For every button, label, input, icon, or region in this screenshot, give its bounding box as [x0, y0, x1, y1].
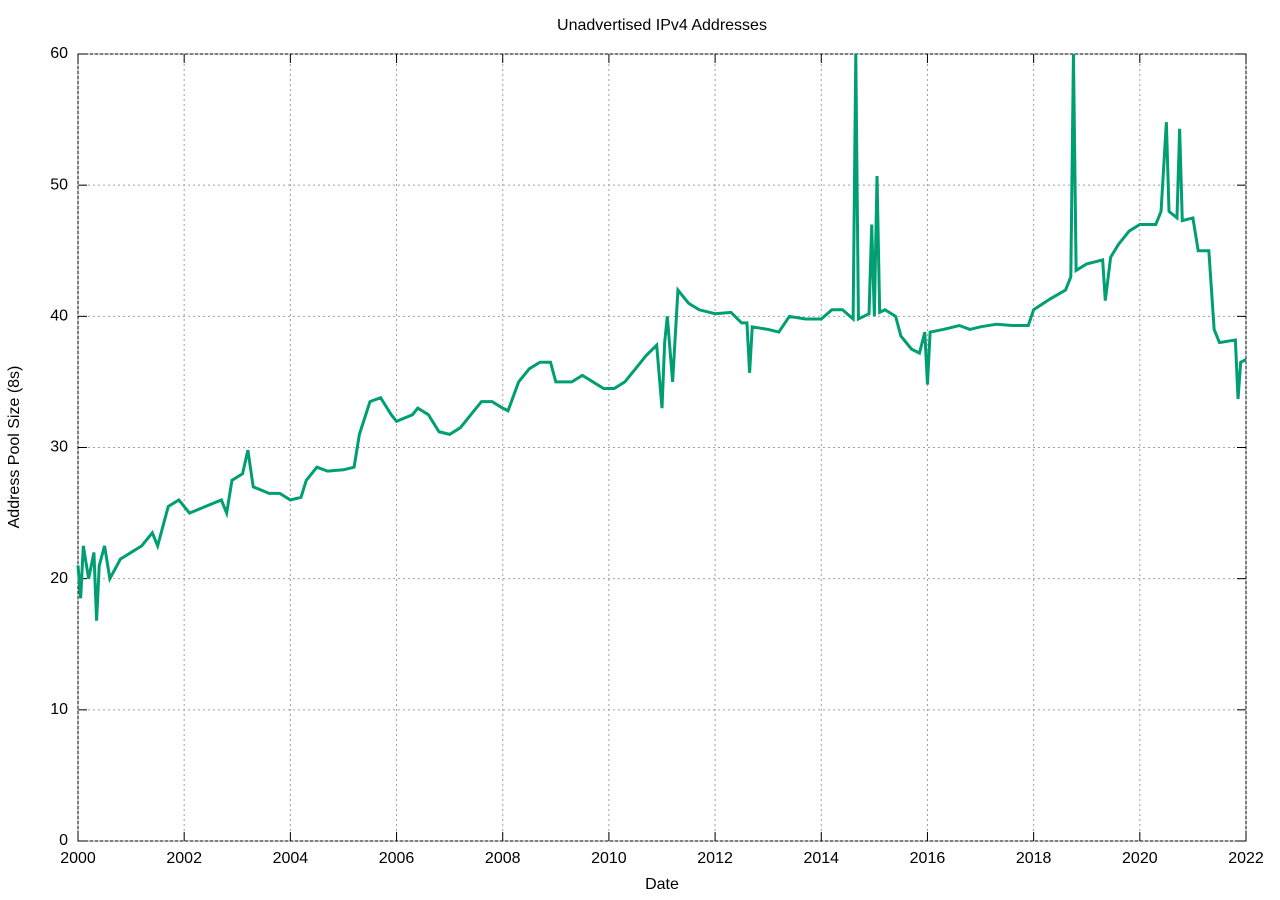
y-tick-label: 40: [50, 308, 68, 325]
x-tick-label: 2022: [1228, 850, 1264, 867]
chart-title: Unadvertised IPv4 Addresses: [557, 17, 767, 34]
y-axis-label: Address Pool Size (8s): [6, 366, 23, 529]
y-tick-label: 30: [50, 439, 68, 456]
x-tick-label: 2006: [379, 850, 415, 867]
x-tick-label: 2020: [1122, 850, 1158, 867]
data-line: [76, 53, 1247, 621]
x-tick-label: 2010: [591, 850, 627, 867]
x-tick-label: 2004: [273, 850, 309, 867]
y-tick-label: 0: [59, 832, 68, 849]
x-tick-label: 2018: [1016, 850, 1052, 867]
y-tick-label: 10: [50, 701, 68, 718]
y-tick-label: 20: [50, 570, 68, 587]
x-tick-label: 2008: [485, 850, 521, 867]
x-tick-label: 2000: [60, 850, 96, 867]
x-tick-label: 2014: [803, 850, 839, 867]
x-tick-label: 2016: [910, 850, 946, 867]
y-tick-label: 50: [50, 176, 68, 193]
y-tick-label: 60: [50, 45, 68, 62]
x-tick-label: 2012: [697, 850, 733, 867]
x-tick-label: 2002: [166, 850, 202, 867]
x-axis-label: Date: [645, 876, 679, 893]
